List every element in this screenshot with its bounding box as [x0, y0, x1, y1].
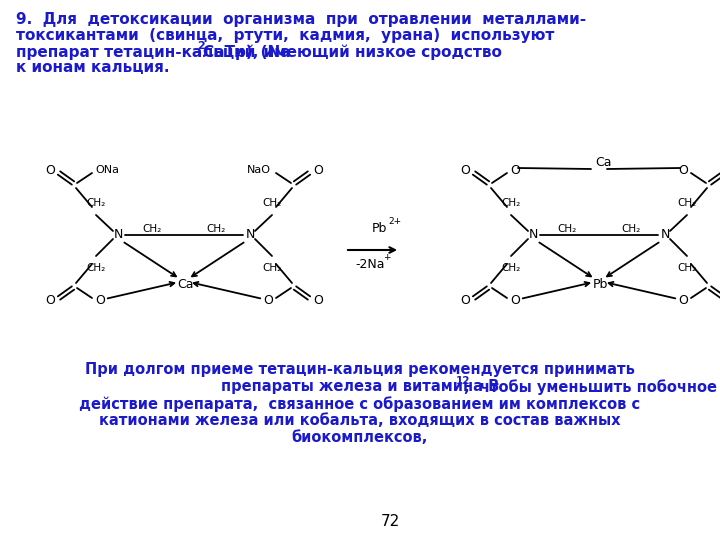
- Text: Pb: Pb: [593, 279, 608, 292]
- Text: O: O: [460, 294, 470, 307]
- Text: препараты железа и витамина B: препараты железа и витамина B: [221, 379, 499, 394]
- Text: катионами железа или кобальта, входящих в состав важных: катионами железа или кобальта, входящих …: [99, 413, 621, 428]
- Text: CH₂: CH₂: [621, 224, 641, 234]
- Text: ,  чтобы уменьшить побочное: , чтобы уменьшить побочное: [464, 379, 717, 395]
- Text: N: N: [246, 228, 255, 241]
- Text: Ca: Ca: [595, 157, 612, 170]
- Text: O: O: [460, 164, 470, 177]
- Text: 2: 2: [197, 41, 204, 51]
- Text: N: N: [660, 228, 670, 241]
- Text: -2Na: -2Na: [355, 258, 384, 271]
- Text: CH₂: CH₂: [86, 198, 105, 208]
- Text: 12: 12: [456, 376, 470, 386]
- Text: действие препарата,  связанное с образованием им комплексов с: действие препарата, связанное с образова…: [79, 396, 641, 411]
- Text: 72: 72: [380, 515, 400, 530]
- Text: к ионам кальция.: к ионам кальция.: [16, 60, 169, 75]
- Text: CH₂: CH₂: [207, 224, 225, 234]
- Text: O: O: [45, 164, 55, 177]
- Text: CH₂: CH₂: [678, 198, 697, 208]
- Text: CaTp), имеющий низкое сродство: CaTp), имеющий низкое сродство: [203, 44, 502, 59]
- Text: N: N: [528, 228, 538, 241]
- Text: O: O: [510, 294, 520, 307]
- Text: CH₂: CH₂: [86, 263, 105, 273]
- Text: +: +: [383, 253, 390, 262]
- Text: 9.  Для  детоксикации  организма  при  отравлении  металлами-: 9. Для детоксикации организма при отравл…: [16, 12, 586, 27]
- Text: O: O: [678, 164, 688, 177]
- Text: Ca: Ca: [176, 279, 193, 292]
- Text: O: O: [510, 164, 520, 177]
- Text: CH₂: CH₂: [557, 224, 577, 234]
- Text: CH₂: CH₂: [678, 263, 697, 273]
- Text: NaO: NaO: [247, 165, 271, 175]
- Text: O: O: [313, 294, 323, 307]
- Text: токсикантами  (свинца,  ртути,  кадмия,  урана)  используют: токсикантами (свинца, ртути, кадмия, ура…: [16, 28, 554, 43]
- Text: O: O: [95, 294, 105, 307]
- Text: N: N: [113, 228, 122, 241]
- Text: препарат тетацин-кальций (Na: препарат тетацин-кальций (Na: [16, 44, 291, 59]
- Text: CH₂: CH₂: [263, 263, 282, 273]
- Text: CH₂: CH₂: [143, 224, 161, 234]
- Text: O: O: [678, 294, 688, 307]
- Text: CH₂: CH₂: [501, 263, 521, 273]
- Text: O: O: [45, 294, 55, 307]
- Text: ONa: ONa: [95, 165, 119, 175]
- Text: CH₂: CH₂: [263, 198, 282, 208]
- Text: CH₂: CH₂: [501, 198, 521, 208]
- Text: биокомплексов,: биокомплексов,: [292, 430, 428, 445]
- Text: O: O: [263, 294, 273, 307]
- Text: 2+: 2+: [388, 217, 401, 226]
- Text: Pb: Pb: [372, 221, 387, 234]
- Text: O: O: [313, 164, 323, 177]
- Text: При долгом приеме тетацин-кальция рекомендуется принимать: При долгом приеме тетацин-кальция рекоме…: [85, 362, 635, 377]
